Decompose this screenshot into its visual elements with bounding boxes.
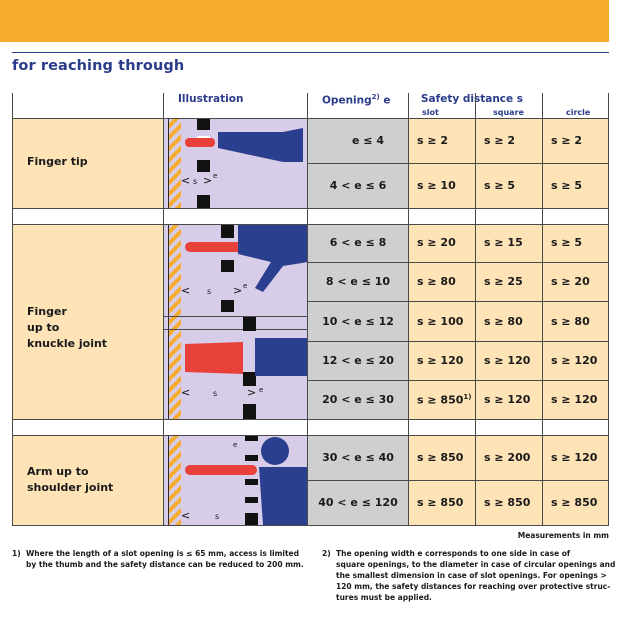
slot-cell: s ≥ 80	[417, 275, 456, 288]
slot-cell: s ≥ 850	[417, 496, 464, 509]
header-slot: slot	[422, 108, 439, 117]
grid-hline	[308, 341, 609, 342]
square-cell: s ≥ 850	[484, 496, 531, 509]
illustration-fingertip: < s > e	[163, 118, 308, 208]
circle-cell: s ≥ 20	[551, 275, 590, 288]
opening-cell: 4 < e ≤ 6	[329, 179, 387, 192]
top-banner	[0, 0, 609, 42]
grid-vline	[12, 93, 13, 526]
square-cell: s ≥ 2	[484, 134, 516, 147]
grid-hline	[12, 118, 609, 119]
square-cell: s ≥ 25	[484, 275, 523, 288]
row-label-arm: Arm up to shoulder joint	[27, 465, 114, 494]
opening-cell: 12 < e ≤ 20	[322, 354, 394, 367]
svg-text:s: s	[193, 177, 197, 186]
grid-vline	[542, 93, 543, 526]
knuckle-drawing: < s > e < s > e	[163, 224, 308, 419]
opening-cell: 30 < e ≤ 40	[322, 451, 394, 464]
grid-hline	[308, 380, 609, 381]
header-rule	[12, 52, 609, 53]
illustration-knuckle: < s > e < s > e	[163, 224, 308, 419]
header-square: square	[493, 108, 524, 117]
grid-hline	[12, 208, 609, 209]
arm-drawing: < s > e	[168, 435, 308, 525]
grid-hline	[12, 224, 609, 225]
row-label-fingertip: Finger tip	[27, 155, 88, 168]
grid-hline	[308, 262, 609, 263]
svg-text:e: e	[243, 282, 247, 290]
opening-cell: 8 < e ≤ 10	[325, 275, 391, 288]
slot-cell: s ≥ 2	[417, 134, 449, 147]
svg-text:>: >	[233, 284, 242, 297]
safety-bg-2	[408, 224, 609, 419]
svg-text:s: s	[213, 389, 217, 398]
square-cell: s ≥ 120	[484, 354, 531, 367]
header-illustration: Illustration	[178, 93, 244, 105]
opening-cell: 40 < e ≤ 120	[318, 496, 398, 509]
circle-cell: s ≥ 120	[551, 393, 598, 406]
grid-hline	[12, 525, 609, 526]
slot-cell: s ≥ 850	[417, 451, 464, 464]
slot-cell: s ≥ 20	[417, 236, 456, 249]
grid-hline	[308, 163, 609, 164]
grid-vline	[475, 93, 476, 526]
svg-text:e: e	[213, 172, 217, 180]
opening-bg-2	[308, 224, 408, 419]
circle-cell: s ≥ 120	[551, 451, 598, 464]
svg-text:e: e	[233, 441, 237, 449]
svg-text:>: >	[247, 386, 256, 399]
square-cell: s ≥ 15	[484, 236, 523, 249]
header-circle: circle	[566, 108, 591, 117]
opening-cell: 6 < e ≤ 8	[329, 236, 387, 249]
opening-cell: 20 < e ≤ 30	[322, 393, 394, 406]
slot-cell: s ≥ 100	[417, 315, 464, 328]
fingertip-drawing: < s > e	[168, 118, 303, 208]
svg-text:s: s	[207, 287, 211, 296]
circle-cell: s ≥ 2	[551, 134, 583, 147]
grid-vline	[163, 93, 164, 526]
circle-cell: s ≥ 120	[551, 354, 598, 367]
svg-text:<: <	[181, 386, 190, 399]
square-cell: s ≥ 120	[484, 393, 531, 406]
footnote-1: 1) Where the length of a slot opening is…	[12, 549, 304, 569]
label-cell-knuckle	[12, 224, 163, 419]
grid-hline	[12, 435, 609, 436]
grid-vline	[408, 93, 409, 526]
square-cell: s ≥ 5	[484, 179, 516, 192]
grid-hline	[308, 301, 609, 302]
svg-text:>: >	[203, 174, 212, 187]
svg-text:>: >	[247, 509, 256, 522]
square-cell: s ≥ 80	[484, 315, 523, 328]
circle-cell: s ≥ 80	[551, 315, 590, 328]
opening-cell: 10 < e ≤ 12	[322, 315, 394, 328]
measurements-note: Measurements in mm	[517, 531, 609, 540]
grid-hline	[12, 419, 609, 420]
slot-cell: s ≥ 8501)	[417, 393, 472, 407]
grid-vline	[307, 93, 308, 526]
label-cell-fingertip	[12, 118, 163, 208]
header-opening: Opening2) e	[322, 93, 391, 107]
label-cell-arm	[12, 435, 163, 525]
header-safety-distance: Safety distance s	[421, 93, 524, 105]
circle-cell: s ≥ 5	[551, 179, 583, 192]
grid-vline	[608, 93, 609, 526]
footnote-2: 2) The opening width e corresponds to on…	[322, 549, 616, 602]
opening-cell: e ≤ 4	[352, 134, 384, 147]
page-subtitle: for reaching through	[12, 58, 185, 74]
grid-hline	[308, 480, 609, 481]
circle-cell: s ≥ 5	[551, 236, 583, 249]
row-label-knuckle: Finger up to knuckle joint	[27, 305, 108, 350]
svg-text:<: <	[181, 174, 190, 187]
circle-cell: s ≥ 850	[551, 496, 598, 509]
svg-text:s: s	[215, 512, 219, 521]
svg-text:<: <	[181, 509, 190, 522]
illustration-arm: < s > e	[163, 435, 308, 525]
slot-cell: s ≥ 10	[417, 179, 456, 192]
svg-text:<: <	[181, 284, 190, 297]
slot-cell: s ≥ 120	[417, 354, 464, 367]
square-cell: s ≥ 200	[484, 451, 531, 464]
svg-text:e: e	[259, 386, 263, 394]
